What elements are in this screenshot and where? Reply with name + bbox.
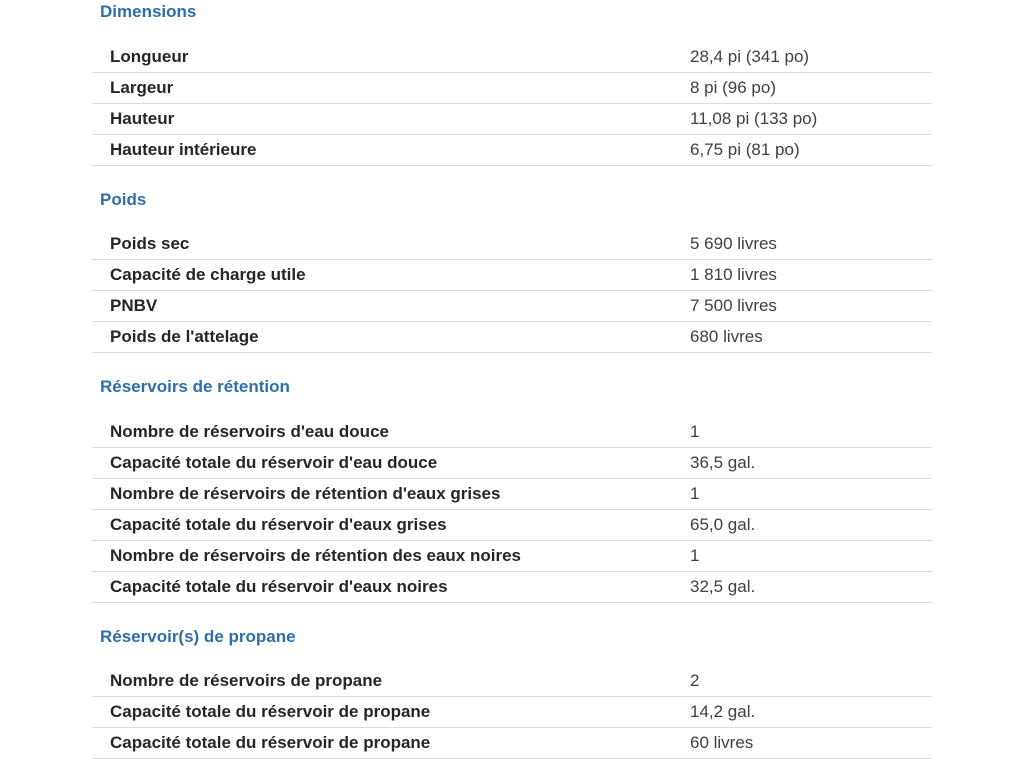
spec-label: Largeur <box>110 77 174 97</box>
spec-value: 2 <box>690 671 700 690</box>
spec-label: Hauteur <box>110 108 175 128</box>
section-title: Dimensions <box>100 2 197 21</box>
spec-value: 36,5 gal. <box>690 452 756 472</box>
spec-section: Réservoirs de rétention Nombre de réservo… <box>92 376 932 603</box>
spec-value: 6,75 pi (81 po) <box>690 139 800 159</box>
spec-value: 1 <box>690 545 700 565</box>
spec-value: 14,2 gal. <box>690 702 756 721</box>
spec-section: Poids Poids sec 5 690 livres Capacité de ch… <box>92 189 932 353</box>
spec-label: Capacité totale du réservoir de propane <box>110 733 431 752</box>
spec-label: Nombre de réservoirs de propane <box>110 671 383 690</box>
spec-row: Nombre de réservoirs d'eau douce 1 <box>92 417 932 448</box>
spec-value: 7 500 livres <box>690 296 777 315</box>
spec-label: Capacité totale du réservoir d'eaux noir… <box>110 576 448 596</box>
spec-row: Capacité totale du réservoir d'eau douce… <box>92 448 932 479</box>
spec-row: Longueur 28,4 pi (341 po) <box>92 42 932 73</box>
spec-row: Capacité totale du réservoir de propane 6… <box>92 728 932 759</box>
section-title: Poids <box>100 189 147 209</box>
spec-row: Poids de l'attelage 680 livres <box>92 322 932 353</box>
spec-label: Longueur <box>110 46 189 66</box>
spec-value: 60 livres <box>690 733 754 752</box>
spec-label: Capacité de charge utile <box>110 265 306 284</box>
spec-value: 11,08 pi (133 po) <box>690 108 818 128</box>
spec-row: Largeur 8 pi (96 po) <box>92 73 932 104</box>
spec-label: Poids de l'attelage <box>110 327 259 346</box>
spec-row: Hauteur 11,08 pi (133 po) <box>92 104 932 135</box>
spec-value: 28,4 pi (341 po) <box>690 46 810 66</box>
spec-row: Poids sec 5 690 livres <box>92 229 932 260</box>
spec-row: Capacité de charge utile 1 810 livres <box>92 260 932 291</box>
spec-row: Capacité totale du réservoir de propane 1… <box>92 697 932 728</box>
spec-row: Nombre de réservoirs de rétention des ea… <box>92 541 932 572</box>
spec-label: Nombre de réservoirs d'eau douce <box>110 421 389 441</box>
spec-section: Réservoir(s) de propane Nombre de réservo… <box>92 626 932 759</box>
spec-value: 8 pi (96 po) <box>690 77 776 97</box>
spec-label: Capacité totale du réservoir d'eau douce <box>110 452 438 472</box>
spec-label: Poids sec <box>110 234 190 253</box>
spec-section: Dimensions Longueur 28,4 pi (341 po) Largeu… <box>92 1 932 166</box>
spec-label: Capacité totale du réservoir de propane <box>110 702 431 721</box>
spec-label: Hauteur intérieure <box>110 139 257 159</box>
spec-sheet: Dimensions Longueur 28,4 pi (341 po) Largeu… <box>92 1 932 759</box>
spec-value: 5 690 livres <box>690 234 777 253</box>
spec-row: Hauteur intérieure 6,75 pi (81 po) <box>92 135 932 166</box>
section-title: Réservoir(s) de propane <box>100 626 296 646</box>
spec-row: PNBV 7 500 livres <box>92 291 932 322</box>
spec-value: 1 810 livres <box>690 265 777 284</box>
spec-value: 1 <box>690 421 700 441</box>
spec-label: PNBV <box>110 296 158 315</box>
spec-label: Nombre de réservoirs de rétention d'eaux… <box>110 483 501 503</box>
section-title: Réservoirs de rétention <box>100 377 290 396</box>
spec-value: 680 livres <box>690 327 763 346</box>
spec-value: 1 <box>690 483 700 503</box>
spec-row: Capacité totale du réservoir d'eaux gris… <box>92 510 932 541</box>
spec-row: Nombre de réservoirs de rétention d'eaux… <box>92 479 932 510</box>
spec-row: Nombre de réservoirs de propane 2 <box>92 666 932 697</box>
spec-label: Capacité totale du réservoir d'eaux gris… <box>110 514 447 534</box>
spec-value: 32,5 gal. <box>690 576 756 596</box>
spec-value: 65,0 gal. <box>690 514 756 534</box>
spec-row: Capacité totale du réservoir d'eaux noir… <box>92 572 932 603</box>
spec-label: Nombre de réservoirs de rétention des ea… <box>110 545 521 565</box>
